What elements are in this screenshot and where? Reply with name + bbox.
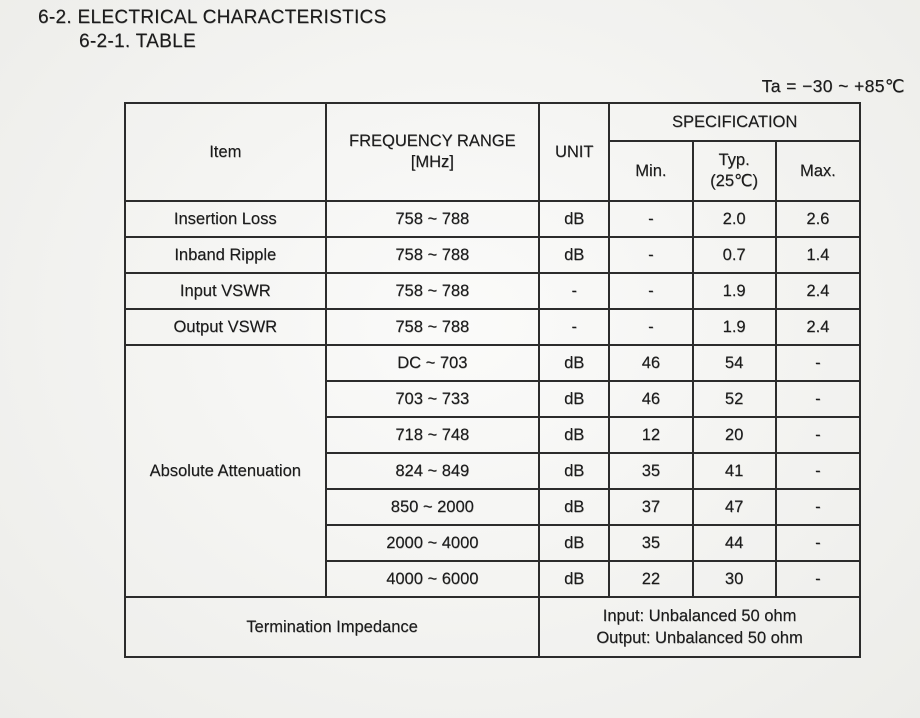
cell-frequency: 824 ~ 849 xyxy=(324,452,541,490)
table-row: Input VSWR 758 ~ 788 - - 1.9 2.4 xyxy=(124,272,862,310)
cell-frequency: 758 ~ 788 xyxy=(324,236,541,274)
cell-max: 2.6 xyxy=(774,200,862,238)
table-row: Output VSWR 758 ~ 788 - - 1.9 2.4 xyxy=(124,308,862,346)
cell-typ: 2.0 xyxy=(691,200,777,238)
cell-unit: dB xyxy=(538,344,611,382)
header-item: Item xyxy=(124,102,327,202)
cell-item: Inband Ripple xyxy=(124,236,327,274)
cell-min: 37 xyxy=(608,488,694,526)
cell-max: 2.4 xyxy=(774,272,862,310)
cell-item: Input VSWR xyxy=(124,272,327,310)
cell-unit: dB xyxy=(538,200,611,238)
header-frequency-range-line2: [MHz] xyxy=(410,153,454,171)
cell-item: Output VSWR xyxy=(124,308,327,346)
cell-unit: dB xyxy=(538,488,611,526)
header-max: Max. xyxy=(774,140,862,202)
cell-max: - xyxy=(774,488,862,526)
cell-max: - xyxy=(774,524,862,562)
cell-min: 22 xyxy=(608,560,694,598)
cell-typ: 1.9 xyxy=(691,308,777,346)
subsection-title: 6-2-1. TABLE xyxy=(79,31,196,52)
cell-unit: dB xyxy=(538,380,611,418)
cell-typ: 1.9 xyxy=(691,272,777,310)
cell-unit: dB xyxy=(538,452,611,490)
cell-min: - xyxy=(608,200,694,238)
header-typ-line2: (25℃) xyxy=(710,172,759,190)
cell-max: - xyxy=(774,416,862,454)
cell-min: 35 xyxy=(608,452,694,490)
cell-termination-label: Termination Impedance xyxy=(123,596,541,658)
cell-frequency: 2000 ~ 4000 xyxy=(324,524,541,562)
cell-min: - xyxy=(608,236,694,274)
section-title: 6-2. ELECTRICAL CHARACTERISTICS xyxy=(38,7,387,28)
cell-min: - xyxy=(608,308,694,346)
cell-unit: - xyxy=(538,272,611,310)
table-row: 850 ~ 2000 dB 37 47 - xyxy=(125,488,862,526)
cell-unit: dB xyxy=(538,524,611,562)
cell-unit: dB xyxy=(538,236,611,274)
cell-min: 35 xyxy=(608,524,694,562)
cell-frequency: DC ~ 703 xyxy=(324,344,541,382)
specification-table: Item FREQUENCY RANGE [MHz] UNIT SPECIFIC… xyxy=(123,102,862,658)
table-row: 4000 ~ 6000 dB 22 30 - xyxy=(125,560,862,598)
cell-item-absolute-attenuation: Absolute Attenuation xyxy=(124,344,327,598)
table-row: 824 ~ 849 dB 35 41 - xyxy=(125,452,862,490)
cell-frequency: 850 ~ 2000 xyxy=(324,488,541,526)
cell-typ: 30 xyxy=(691,560,777,598)
cell-typ: 41 xyxy=(691,452,777,490)
temperature-note: Ta = −30 ~ +85℃ xyxy=(761,76,905,96)
cell-termination-value: Input: Unbalanced 50 ohm Output: Unbalan… xyxy=(538,596,861,658)
table-row: Absolute Attenuation DC ~ 703 dB 46 54 - xyxy=(124,344,862,598)
cell-max: 1.4 xyxy=(774,236,862,274)
cell-max: - xyxy=(774,380,862,418)
cell-typ: 20 xyxy=(691,416,777,454)
cell-frequency: 758 ~ 788 xyxy=(324,200,541,238)
table-row: Insertion Loss 758 ~ 788 dB - 2.0 2.6 xyxy=(124,200,862,238)
cell-max: 2.4 xyxy=(774,308,862,346)
cell-frequency: 718 ~ 748 xyxy=(324,416,541,454)
cell-min: 12 xyxy=(608,416,694,454)
table-row: Inband Ripple 758 ~ 788 dB - 0.7 1.4 xyxy=(124,236,862,274)
cell-min: - xyxy=(608,272,694,310)
cell-max: - xyxy=(774,452,862,490)
cell-unit: - xyxy=(538,308,611,346)
table-row: 2000 ~ 4000 dB 35 44 - xyxy=(125,524,862,562)
table-row-termination: Termination Impedance Input: Unbalanced … xyxy=(123,596,861,658)
cell-typ: 0.7 xyxy=(691,236,777,274)
termination-output-line: Output: Unbalanced 50 ohm xyxy=(596,629,803,647)
cell-typ: 44 xyxy=(691,524,777,562)
header-unit: UNIT xyxy=(538,102,611,202)
cell-frequency: 4000 ~ 6000 xyxy=(324,560,541,598)
table-row: 718 ~ 748 dB 12 20 - xyxy=(125,416,862,454)
cell-min: 46 xyxy=(608,380,694,418)
header-typ: Typ. (25℃) xyxy=(691,140,777,202)
cell-min: 46 xyxy=(608,344,694,382)
cell-frequency: 758 ~ 788 xyxy=(324,272,541,310)
table-header-row-1: Item FREQUENCY RANGE [MHz] UNIT SPECIFIC… xyxy=(124,102,861,202)
cell-frequency: 758 ~ 788 xyxy=(324,308,541,346)
cell-typ: 52 xyxy=(691,380,777,418)
header-frequency-range-line1: FREQUENCY RANGE xyxy=(349,132,516,151)
cell-max: - xyxy=(774,560,862,598)
cell-typ: 47 xyxy=(691,488,777,526)
header-frequency-range: FREQUENCY RANGE [MHz] xyxy=(324,102,541,202)
termination-input-line: Input: Unbalanced 50 ohm xyxy=(602,606,797,625)
cell-max: - xyxy=(774,344,862,382)
cell-unit: dB xyxy=(538,416,611,454)
table-header-row-2: Min. Typ. (25℃) Max. xyxy=(125,140,862,202)
table-row: 703 ~ 733 dB 46 52 - xyxy=(125,380,862,418)
cell-frequency: 703 ~ 733 xyxy=(324,380,541,418)
cell-item: Insertion Loss xyxy=(124,200,327,238)
header-specification: SPECIFICATION xyxy=(608,102,861,142)
cell-typ: 54 xyxy=(691,344,777,382)
header-min: Min. xyxy=(608,140,694,202)
cell-unit: dB xyxy=(538,560,611,598)
header-typ-line1: Typ. xyxy=(718,151,750,170)
